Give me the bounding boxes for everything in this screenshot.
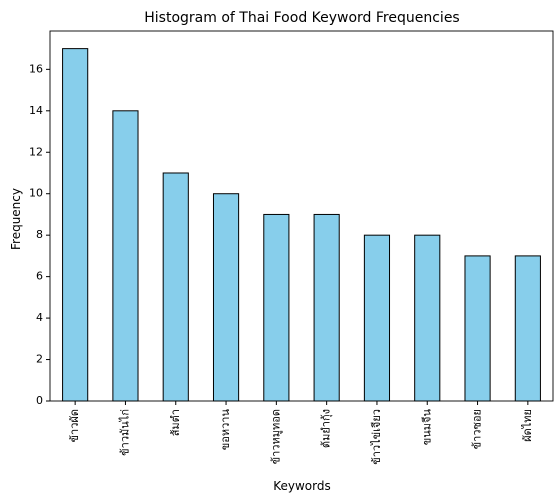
bar-10	[514, 255, 541, 402]
y-tick-label: 4	[36, 311, 43, 324]
y-tick-label: 12	[29, 145, 43, 158]
chart-title: Histogram of Thai Food Keyword Frequenci…	[144, 10, 459, 26]
x-tick-label: ส้มตำ	[169, 409, 182, 436]
x-tick-label: ขอหวาน	[219, 409, 232, 451]
bar-4	[212, 193, 240, 402]
x-axis: ข้าวผัด ข้าวมันไก่ ส้มตำ ขอหวาน ข้าวหมูทอด ต้…	[68, 401, 534, 465]
x-tick-label: ข้าวหมูทอด	[269, 409, 282, 464]
bar-3	[162, 172, 189, 402]
x-tick-label: ข้าวผัด	[68, 409, 81, 442]
plot-frame	[49, 30, 554, 402]
y-axis: 0 2 4 6 8 10 12 14 16	[29, 62, 50, 407]
y-axis-label: Frequency	[9, 188, 23, 250]
x-tick-label: ข้าวมันไก่	[118, 409, 131, 456]
y-tick-label: 8	[36, 228, 43, 241]
y-tick-label: 10	[29, 187, 43, 200]
y-tick-label: 16	[29, 62, 43, 75]
x-tick-label: ข้าวไข่เจียว	[370, 409, 383, 465]
bars-group	[62, 48, 541, 402]
bar-1	[62, 48, 89, 402]
bar-2	[112, 110, 139, 402]
x-tick-label: ต้มยำกุ้ง	[320, 409, 333, 448]
bar-7	[363, 234, 391, 402]
y-tick-label: 6	[36, 270, 43, 283]
y-tick-label: 2	[36, 353, 43, 366]
x-tick-label: ข้าวซอย	[471, 409, 484, 449]
x-axis-label: Keywords	[273, 479, 331, 493]
bar-6	[313, 213, 340, 402]
y-tick-label: 14	[29, 104, 43, 117]
y-tick-label: 0	[36, 394, 43, 407]
bar-5	[263, 213, 290, 402]
bar-8	[414, 234, 441, 402]
x-tick-label: ขนมจีน	[420, 409, 433, 446]
bar-9	[464, 255, 491, 402]
x-tick-label: ผัดไทย	[521, 409, 534, 442]
